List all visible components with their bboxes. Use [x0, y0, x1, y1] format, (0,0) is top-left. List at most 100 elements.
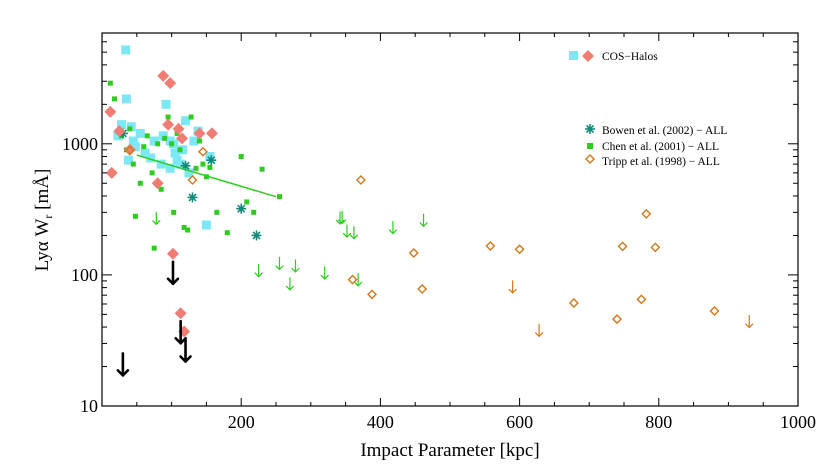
x-tick-label: 600 [506, 412, 533, 432]
upper-limit-arrow [179, 338, 192, 363]
chen-point [132, 213, 138, 219]
tripp-point [347, 274, 358, 285]
cos-halos-diamond-point [205, 127, 218, 140]
data-marks [104, 45, 754, 377]
upper-limit-arrow [354, 273, 363, 287]
chen-point [200, 161, 206, 167]
chen-point [151, 245, 157, 251]
cos-halos-diamond-point [105, 166, 118, 179]
x-tick-label: 400 [367, 412, 394, 432]
series-cos-halos-upper-limits [116, 260, 192, 377]
chen-point [155, 141, 161, 147]
cos-halos-diamond-point [176, 132, 189, 145]
chen-point [238, 153, 244, 159]
y-axis-title-prefix: Ly [32, 251, 53, 272]
x-tick-label: 800 [645, 412, 672, 432]
cos-halos-square-point [149, 136, 159, 146]
cos-halos-square-point [116, 120, 126, 130]
upper-limit-arrow [166, 260, 180, 286]
chen-point [165, 114, 171, 120]
cos-halos-square-point [205, 151, 215, 161]
series-tripp-et-al-1998-all [124, 145, 720, 325]
chen-point [171, 209, 177, 215]
y-axis-title-units: [mÅ] [32, 169, 53, 215]
cos-halos-diamond-point [123, 143, 136, 156]
upper-limit-arrow [745, 314, 754, 329]
chen-point [169, 141, 175, 147]
legend-cos-diamond-marker [582, 50, 594, 62]
series-chen-et-al-2001-limits [152, 210, 428, 291]
cos-halos-square-point [113, 131, 123, 141]
series-cos-halos-diamonds [104, 69, 218, 338]
legend-chen-marker [587, 143, 593, 149]
cos-halos-square-point [161, 99, 171, 109]
cos-halos-diamond-point [164, 77, 177, 90]
tripp-point [636, 294, 647, 305]
x-tick-label: 1000 [780, 412, 816, 432]
chen-point [207, 164, 213, 170]
axis-ticks: 200 400 600 800 1000 10 100 1000 [62, 32, 816, 432]
cos-halos-square-point [130, 142, 140, 152]
series-tripp-et-al-1998-limits [508, 280, 754, 337]
chen-point [196, 138, 202, 144]
chen-point [112, 96, 118, 102]
bowen-point [187, 192, 198, 203]
cos-halos-square-point [158, 131, 168, 141]
legend-bowen-marker [585, 124, 595, 134]
legend-bowen-label: Bowen et al. (2002) − ALL [602, 125, 727, 137]
tripp-point [650, 242, 661, 253]
legend: COS−Halos Bowen et al. (2002) − ALL Chen… [569, 50, 727, 168]
y-axis-title-sub: r [41, 215, 55, 219]
upper-limit-arrow [508, 280, 517, 294]
upper-limit-arrow [349, 226, 359, 240]
chen-point [137, 180, 143, 186]
chen-point [181, 224, 187, 230]
series-chen-et-al-2001-all [107, 80, 282, 251]
bowen-point [206, 155, 217, 166]
chen-point [158, 186, 164, 192]
tripp-point [641, 208, 652, 219]
y-axis-title: Lyα Wr [mÅ] [32, 169, 55, 272]
cos-halos-square-point [140, 148, 150, 158]
upper-limit-arrow [152, 211, 161, 225]
cos-halos-square-point [165, 163, 175, 173]
chen-point [251, 209, 257, 215]
tripp-point [408, 247, 419, 258]
y-tick-label: 10 [80, 396, 98, 416]
chen-fit-line [136, 154, 277, 198]
y-tick-label: 100 [71, 265, 98, 285]
upper-limit-arrow [534, 323, 544, 337]
upper-limit-arrow [320, 266, 329, 280]
cos-halos-square-point [121, 94, 131, 104]
cos-halos-square-point [156, 159, 166, 169]
chen-point [214, 209, 220, 215]
cos-halos-diamond-point [174, 307, 187, 320]
bowen-point [236, 203, 247, 214]
tripp-point [514, 244, 525, 255]
upper-limit-arrow [388, 220, 398, 235]
tripp-point [568, 298, 579, 309]
chen-point [177, 147, 183, 153]
upper-limit-arrow [254, 263, 263, 278]
upper-limit-arrow [291, 259, 300, 273]
legend-chen-label: Chen et al. (2001) − ALL [602, 141, 719, 153]
upper-limit-arrow [285, 277, 295, 291]
chen-point [244, 199, 250, 205]
chen-point [130, 161, 136, 167]
legend-tripp-marker [585, 154, 595, 164]
cos-halos-diamond-point [157, 69, 170, 82]
tripp-point [617, 241, 628, 252]
cos-halos-square-point [178, 145, 188, 155]
chen-point [185, 227, 191, 233]
tripp-point [187, 174, 198, 185]
legend-cos-square-marker [569, 51, 578, 60]
upper-limit-arrow [174, 319, 187, 345]
cos-halos-square-point [123, 155, 133, 165]
cos-halos-square-point [181, 116, 191, 126]
cos-halos-square-point [184, 168, 194, 178]
cos-halos-square-point [175, 159, 185, 169]
cos-halos-diamond-point [113, 125, 126, 138]
y-axis-title-mid: W [32, 219, 53, 242]
bowen-point [251, 230, 262, 241]
